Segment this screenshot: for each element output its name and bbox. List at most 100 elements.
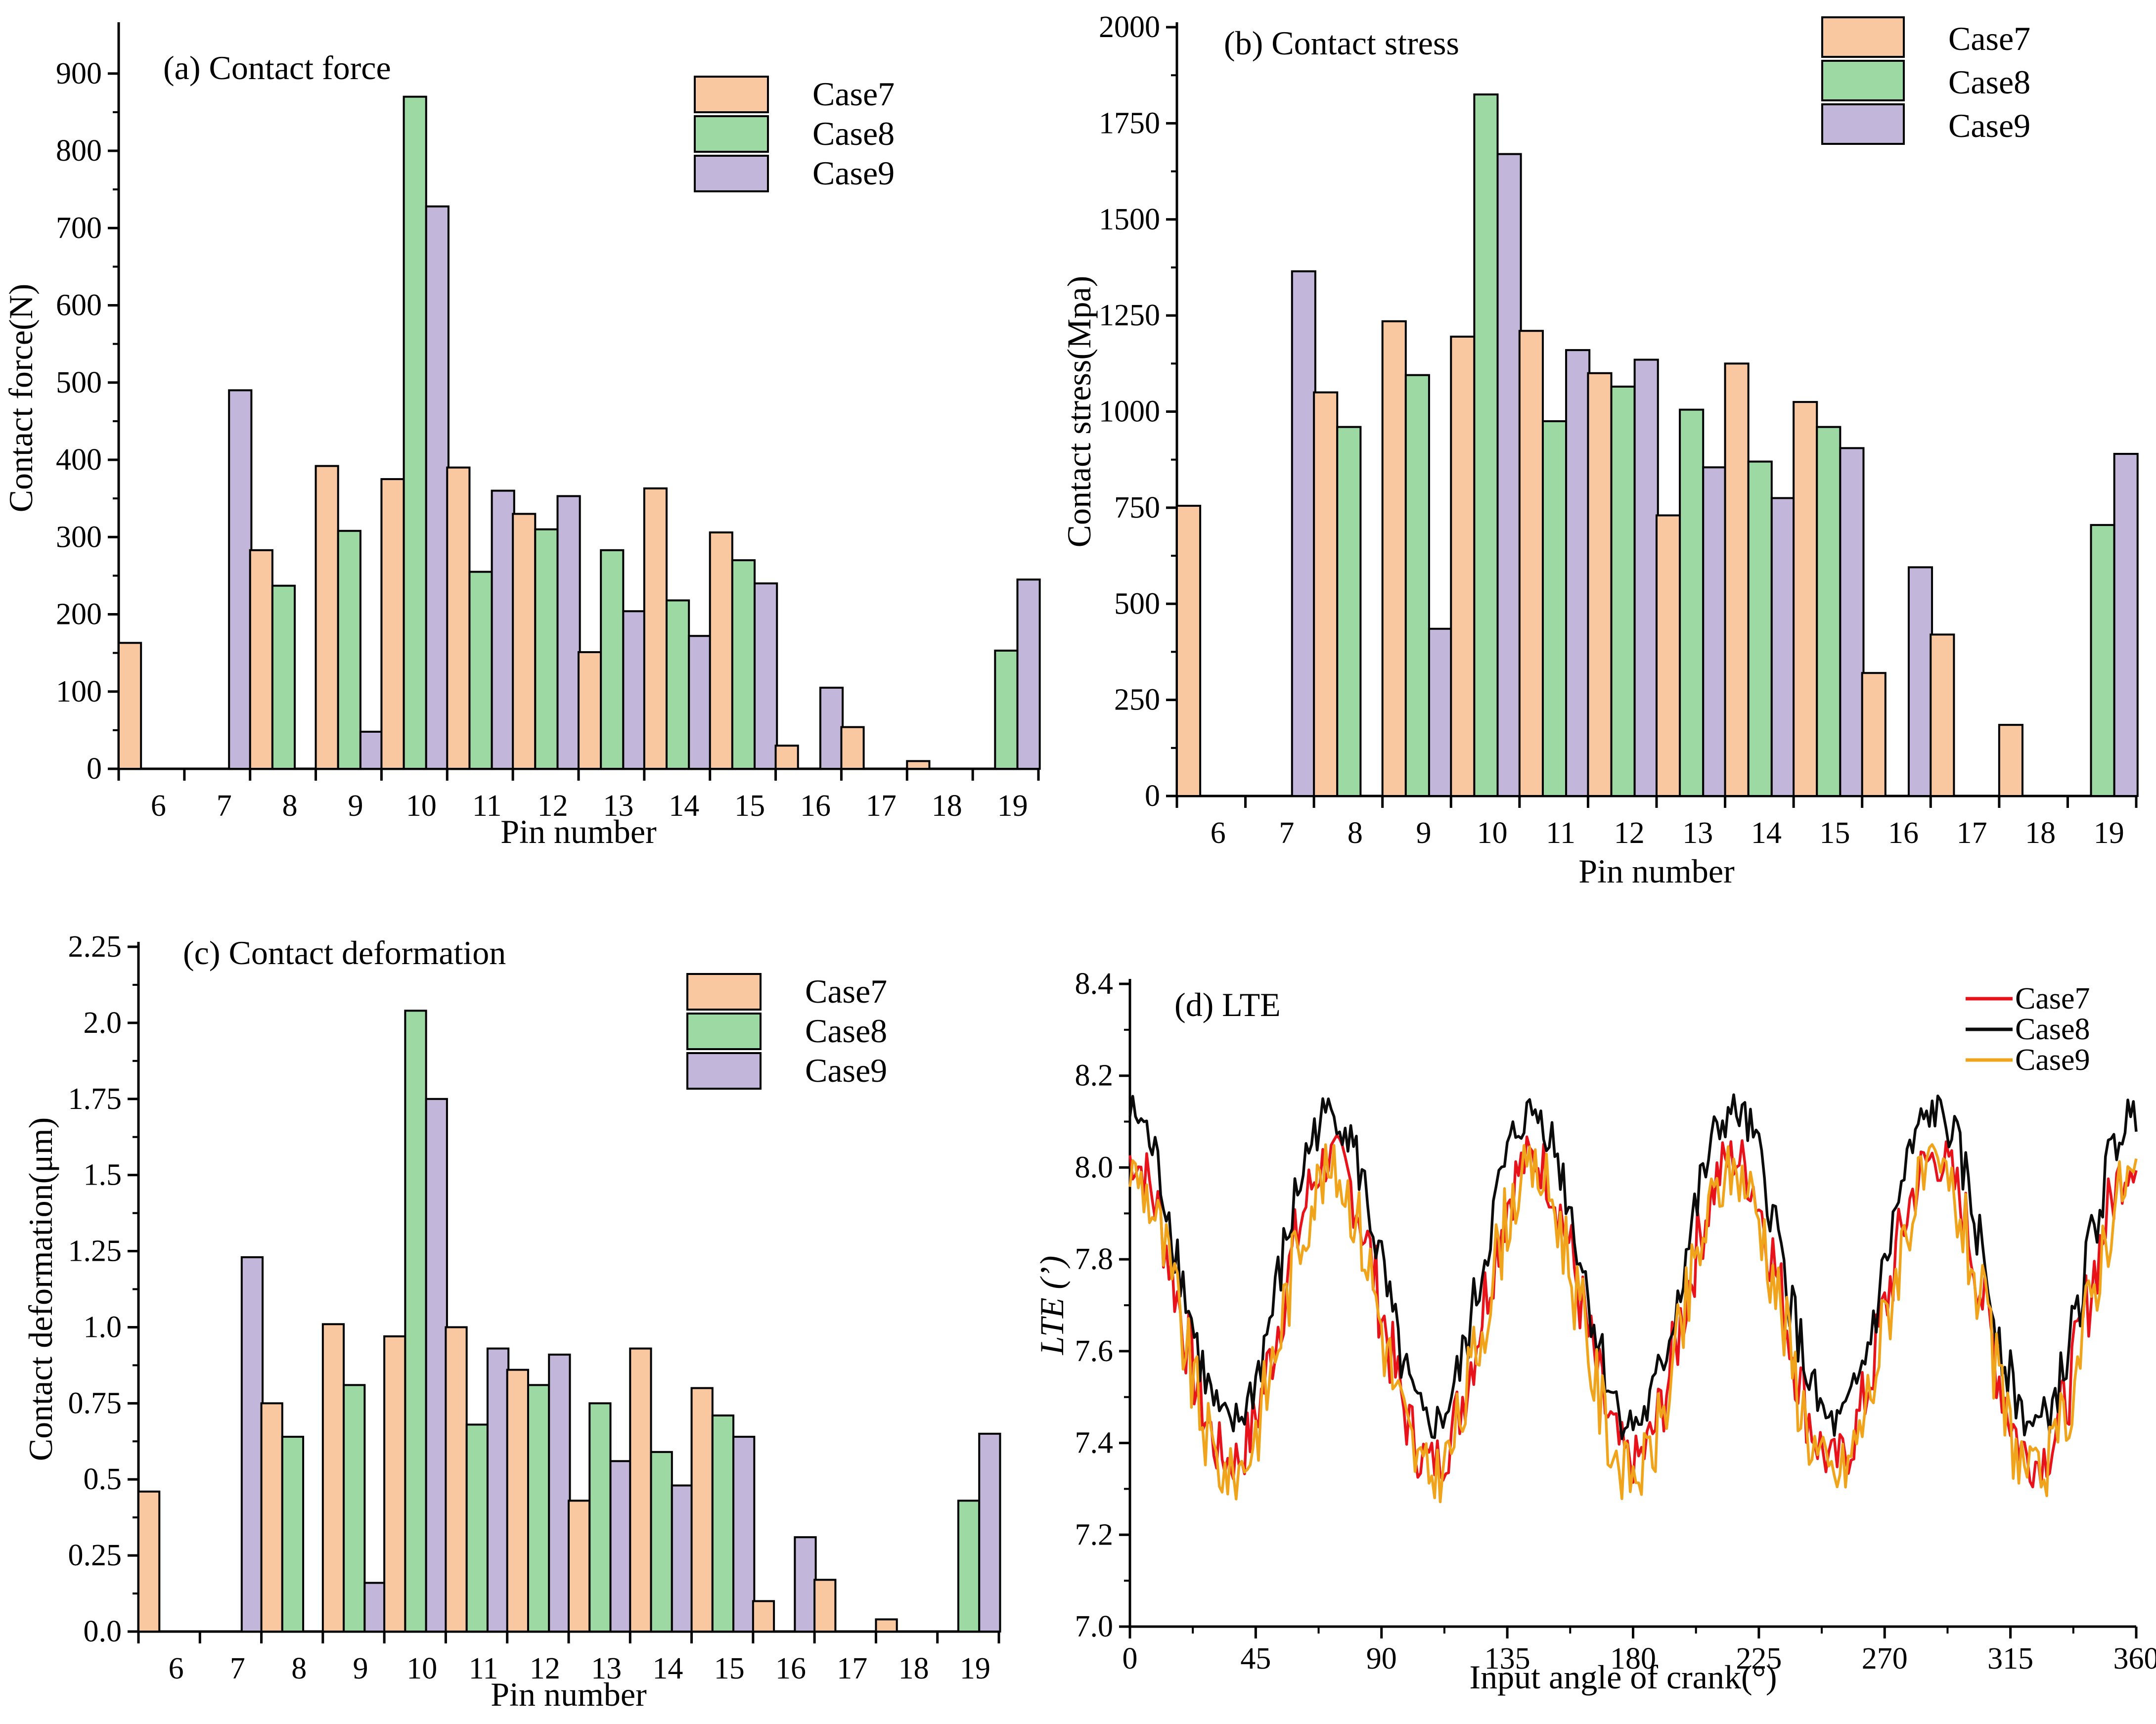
bar-case7-pin-6 <box>137 1490 161 1633</box>
bar-case9-pin-13 <box>1702 466 1728 797</box>
x-tick-label: 16 <box>775 1652 806 1685</box>
bar-case8-pin-9 <box>337 530 361 770</box>
x-tick-label: 15 <box>1819 816 1850 850</box>
bar-case7-pin-13 <box>1656 514 1681 797</box>
bar-case9-pin-10 <box>425 205 449 770</box>
x-tick-label: 8 <box>291 1652 307 1685</box>
x-tick-label: 16 <box>1888 816 1919 850</box>
legend-swatch-case9 <box>694 155 769 192</box>
bar-case9-pin-16 <box>794 1536 817 1633</box>
x-tick-label: 225 <box>1736 1642 1782 1676</box>
legend-swatch-case9 <box>686 1052 762 1090</box>
bar-case7-pin-15 <box>1793 401 1818 797</box>
bar-case9-pin-19 <box>1016 578 1041 770</box>
y-tick-label: 7.6 <box>1075 1334 1114 1368</box>
bar-case8-pin-19 <box>994 649 1019 770</box>
bar-case9-pin-13 <box>622 610 647 770</box>
x-tick-label: 0 <box>1123 1642 1138 1676</box>
x-tick-label: 12 <box>530 1652 560 1685</box>
bar-case8-pin-15 <box>1816 426 1842 797</box>
bar-case7-pin-11 <box>1518 330 1544 797</box>
bar-case8-pin-13 <box>600 549 625 770</box>
bar-case7-pin-13 <box>578 651 602 770</box>
y-axis-label: LTE (’) <box>1033 1256 1071 1356</box>
x-tick-label: 7 <box>230 1652 245 1685</box>
x-tick-label: 15 <box>734 789 765 823</box>
y-tick-label: 7.4 <box>1075 1426 1114 1460</box>
x-tick-label: 45 <box>1240 1642 1271 1676</box>
bar-case7-pin-17 <box>840 726 865 770</box>
x-axis-label: Input angle of crank(°) <box>1470 1658 1777 1696</box>
bar-case8-pin-19 <box>2090 524 2115 797</box>
bar-case7-pin-8 <box>1313 391 1339 797</box>
y-tick-label: 1.0 <box>84 1310 122 1344</box>
bar-case7-pin-10 <box>1450 335 1476 797</box>
x-tick-label: 8 <box>282 789 298 823</box>
y-tick-label: 1.5 <box>84 1158 122 1192</box>
x-tick-label: 8 <box>1348 816 1363 850</box>
bar-case7-pin-12 <box>512 513 537 770</box>
y-tick-label: 600 <box>56 289 102 322</box>
bar-case7-pin-14 <box>1724 362 1750 797</box>
bar-case9-pin-7 <box>240 1256 264 1633</box>
bar-case8-pin-10 <box>1473 93 1499 797</box>
y-tick-label: 250 <box>1114 683 1160 717</box>
x-tick-label: 270 <box>1862 1642 1908 1676</box>
y-tick-label: 500 <box>56 366 102 399</box>
bar-case8-pin-8 <box>281 1436 305 1633</box>
y-tick-label: 700 <box>56 211 102 245</box>
bar-case9-pin-10 <box>425 1098 448 1633</box>
y-tick-label: 7.2 <box>1075 1518 1114 1551</box>
bar-case8-pin-15 <box>711 1414 735 1633</box>
chart-title: (b) Contact stress <box>1224 24 1459 62</box>
x-tick-label: 17 <box>866 789 897 823</box>
y-tick-label: 1250 <box>1099 299 1160 332</box>
y-tick-label: 0.25 <box>68 1539 122 1572</box>
chart-title: (d) LTE <box>1174 986 1281 1023</box>
x-tick-label: 180 <box>1610 1642 1656 1676</box>
chart-title: (a) Contact force <box>163 49 391 87</box>
bar-case7-pin-10 <box>383 1335 406 1633</box>
bar-case8-pin-19 <box>957 1500 981 1633</box>
x-tick-label: 16 <box>800 789 831 823</box>
line-case7 <box>1128 1134 2138 1489</box>
x-tick-label: 14 <box>1751 816 1782 850</box>
chart-a: 0 100 200 300 400 500 600 700 800 900 Contact forc… <box>2 22 1041 850</box>
x-tick-label: 135 <box>1484 1642 1530 1676</box>
y-tick-label: 8.2 <box>1075 1059 1114 1093</box>
legend-swatch-case7 <box>694 76 769 113</box>
bar-case8-pin-12 <box>534 528 559 770</box>
bar-case8-pin-14 <box>666 599 690 770</box>
legend-swatch-case8 <box>694 115 769 153</box>
legend-label-case9: Case9 <box>812 154 895 192</box>
legend-label-case7: Case7 <box>812 75 895 113</box>
bar-case9-pin-7 <box>1291 270 1316 797</box>
bar-case7-pin-8 <box>260 1402 283 1633</box>
x-tick-label: 12 <box>538 789 568 823</box>
bar-case7-pin-14 <box>629 1347 652 1633</box>
bar-case9-pin-11 <box>491 489 515 770</box>
bar-case9-pin-19 <box>2113 453 2139 797</box>
bar-case9-pin-15 <box>732 1436 756 1633</box>
x-axis-label: Pin number <box>500 813 657 850</box>
y-tick-label: 1.75 <box>68 1082 122 1116</box>
x-tick-label: 9 <box>353 1652 368 1685</box>
bar-case9-pin-13 <box>609 1460 632 1633</box>
x-tick-label: 6 <box>169 1652 184 1685</box>
line-case9 <box>1128 1143 2138 1503</box>
x-tick-label: 19 <box>960 1652 990 1685</box>
x-tick-label: 315 <box>1987 1642 2033 1676</box>
bar-case9-pin-15 <box>754 582 778 770</box>
x-tick-label: 13 <box>603 789 633 823</box>
bar-case8-pin-13 <box>1679 408 1705 797</box>
legend-swatch-case8 <box>686 1013 762 1050</box>
bar-case7-pin-15 <box>709 531 733 770</box>
bar-case7-pin-18 <box>906 760 931 770</box>
x-tick-label: 12 <box>1614 816 1645 850</box>
y-tick-label: 7.0 <box>1075 1610 1114 1643</box>
bar-case7-pin-16 <box>752 1600 775 1633</box>
y-tick-label: 1500 <box>1099 203 1160 236</box>
y-axis-label: Contact stress(Mpa) <box>1060 276 1098 548</box>
legend-label-case8: Case8 <box>805 1012 887 1050</box>
